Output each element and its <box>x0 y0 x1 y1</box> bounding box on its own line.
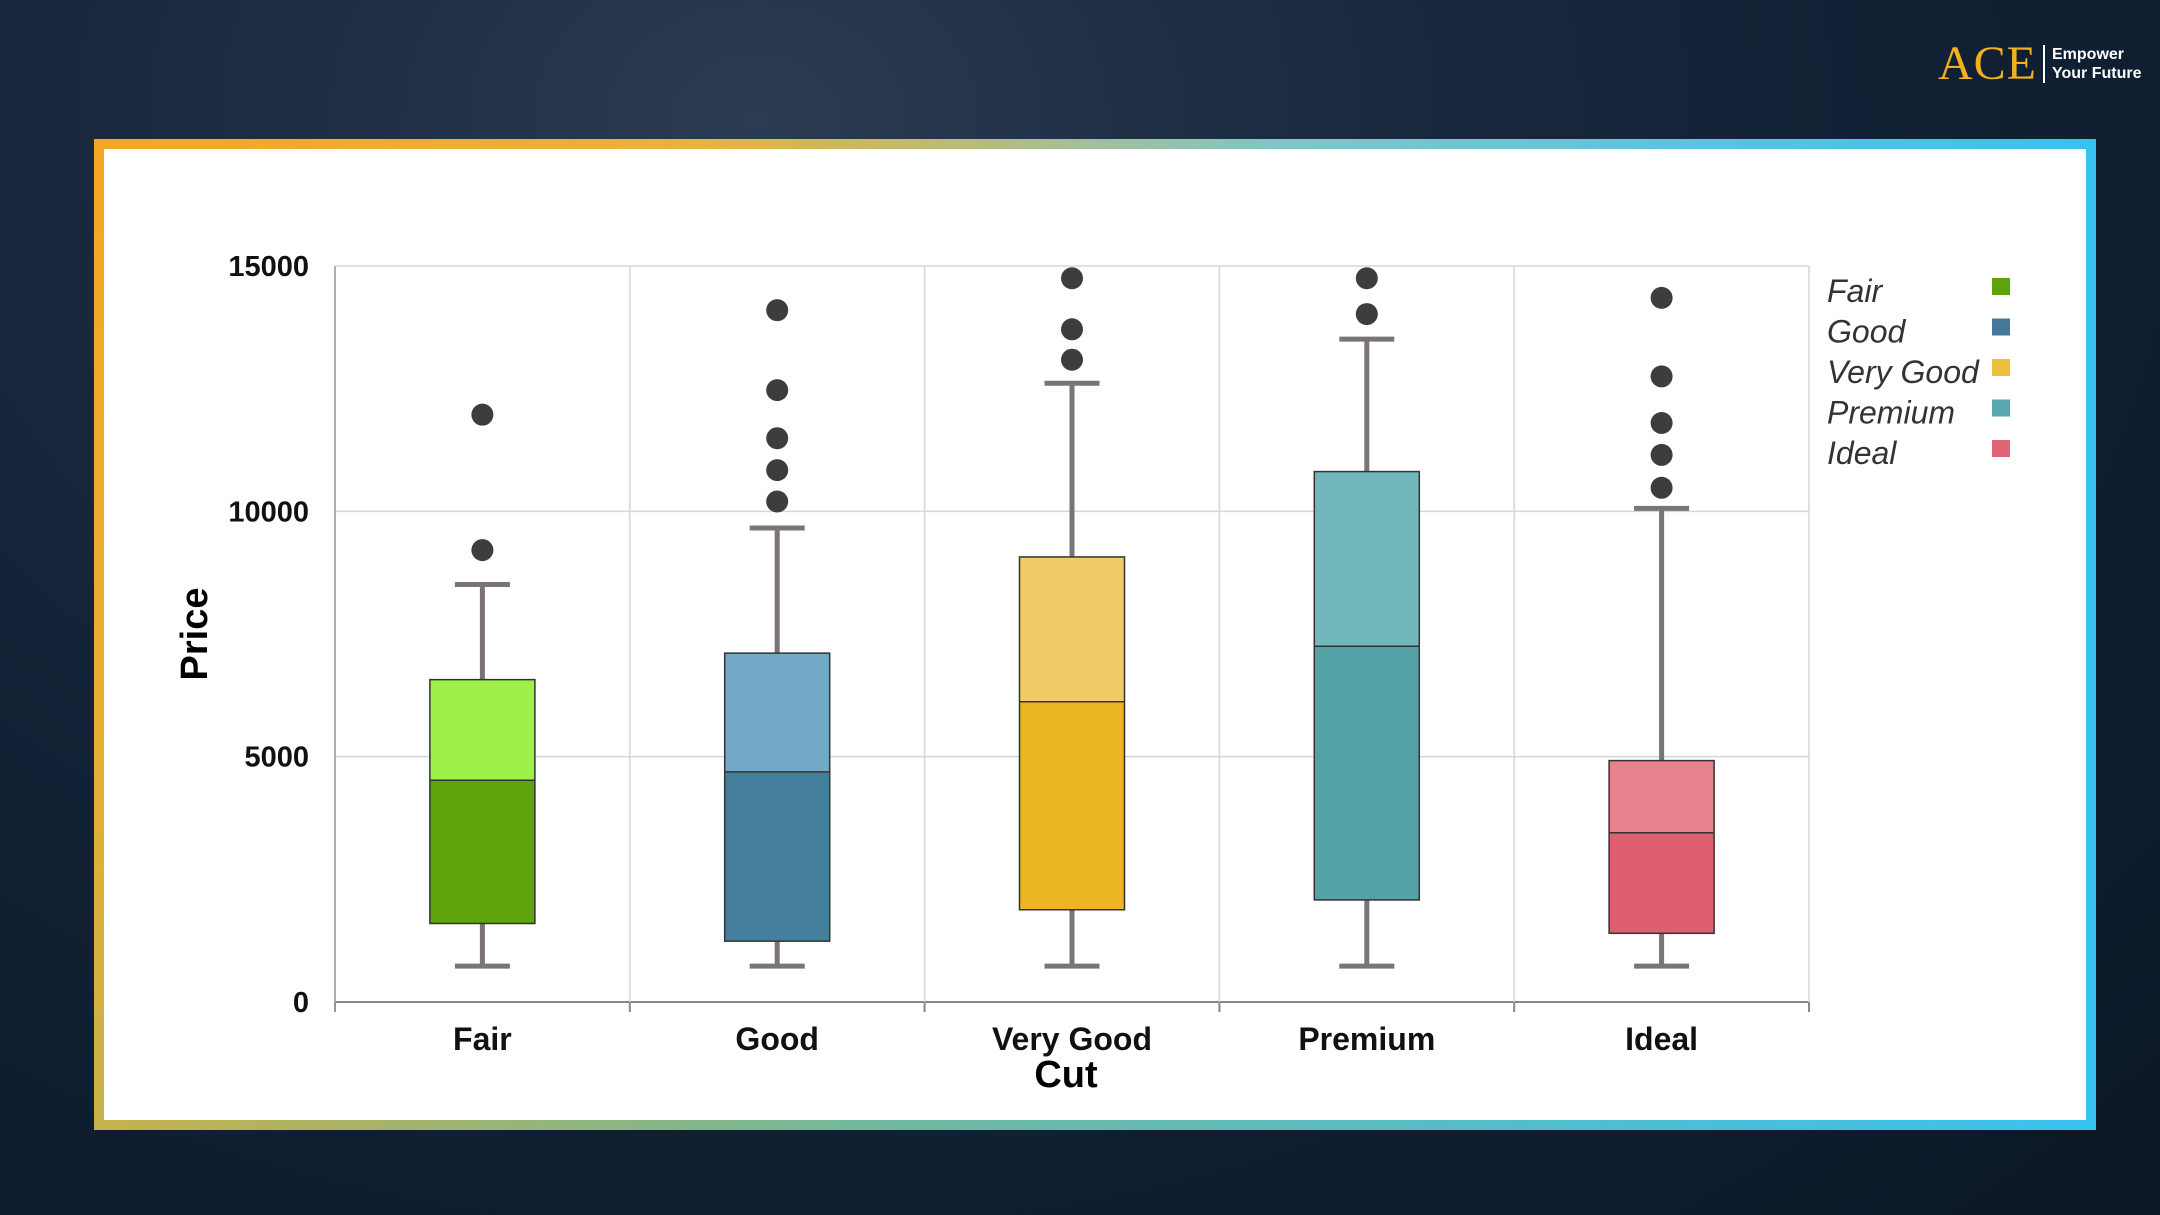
box-outline <box>1608 759 1715 935</box>
box-upper-half <box>1019 556 1125 702</box>
legend-item: Ideal <box>1827 435 2010 471</box>
x-tick-label: Good <box>735 1021 819 1057</box>
box-lower-half <box>1314 646 1420 900</box>
logo-tagline-line1: Empower <box>2052 46 2125 63</box>
legend-swatch <box>1992 399 2010 417</box>
x-tick-label: Ideal <box>1625 1021 1698 1057</box>
outlier-point <box>1650 286 1673 309</box>
outlier-point <box>1061 348 1083 371</box>
outlier-point <box>766 299 789 322</box>
outlier-point <box>1650 443 1673 466</box>
box-outline <box>1313 470 1421 901</box>
legend-item: Fair <box>1827 273 2010 309</box>
logo-brand: ACE <box>1938 37 2037 90</box>
y-tick-label: 0 <box>293 987 309 1019</box>
box-lower-half <box>1019 701 1125 910</box>
outlier-point <box>1650 476 1673 499</box>
logo-tagline: Empower Your Future <box>2052 45 2141 83</box>
box-fair <box>429 403 536 969</box>
box-upper-half <box>1314 471 1420 647</box>
outlier-point <box>766 459 789 482</box>
y-tick-label: 10000 <box>228 496 309 528</box>
outlier-point <box>766 379 789 402</box>
box-lower-half <box>724 771 830 942</box>
box-upper-half <box>1609 760 1715 833</box>
box-lower-half <box>429 780 535 924</box>
box-lower-half <box>1609 832 1715 934</box>
y-axis-label: Price <box>174 588 216 681</box>
legend-item: Very Good <box>1827 354 2010 390</box>
box-premium <box>1313 267 1421 969</box>
legend-item: Premium <box>1827 395 2010 431</box>
frame-left-border <box>94 139 104 1130</box>
legend-swatch <box>1992 278 2010 295</box>
logo-divider <box>2043 45 2045 83</box>
box-ideal <box>1608 286 1715 969</box>
legend-item: Good <box>1827 314 2010 350</box>
box-outline <box>723 652 831 942</box>
box-very-good <box>1018 267 1126 969</box>
box-outline <box>1018 556 1126 911</box>
legend-label: Good <box>1827 314 1906 350</box>
legend-label: Premium <box>1827 395 1955 431</box>
outlier-point <box>766 427 789 450</box>
box-good <box>723 299 831 969</box>
outlier-point <box>471 403 494 426</box>
logo-tagline-line2: Your Future <box>2052 65 2142 82</box>
outlier-point <box>1355 303 1378 326</box>
outlier-point <box>1650 412 1673 435</box>
x-tick-label: Very Good <box>992 1021 1152 1057</box>
legend-swatch <box>1992 318 2010 336</box>
outlier-point <box>471 539 494 562</box>
legend-label: Fair <box>1827 273 1883 309</box>
legend-label: Very Good <box>1827 354 1980 390</box>
box-upper-half <box>429 679 535 781</box>
ace-logo: ACE Empower Your Future <box>1938 40 2141 88</box>
box-outline <box>429 678 536 925</box>
outlier-point <box>1355 267 1378 290</box>
frame-bottom-border <box>94 1120 2096 1130</box>
legend-swatch <box>1992 440 2010 457</box>
outlier-point <box>766 490 789 513</box>
x-tick-label: Fair <box>453 1021 512 1057</box>
outlier-point <box>1061 318 1083 341</box>
box-upper-half <box>724 653 830 772</box>
y-tick-label: 15000 <box>228 251 309 283</box>
outlier-point <box>1650 365 1673 388</box>
x-axis-label: Cut <box>1034 1054 1098 1096</box>
outlier-point <box>1061 267 1083 290</box>
legend-label: Ideal <box>1827 435 1897 471</box>
x-tick-label: Premium <box>1298 1021 1435 1057</box>
legend-swatch <box>1992 359 2010 376</box>
y-tick-label: 5000 <box>244 742 309 774</box>
